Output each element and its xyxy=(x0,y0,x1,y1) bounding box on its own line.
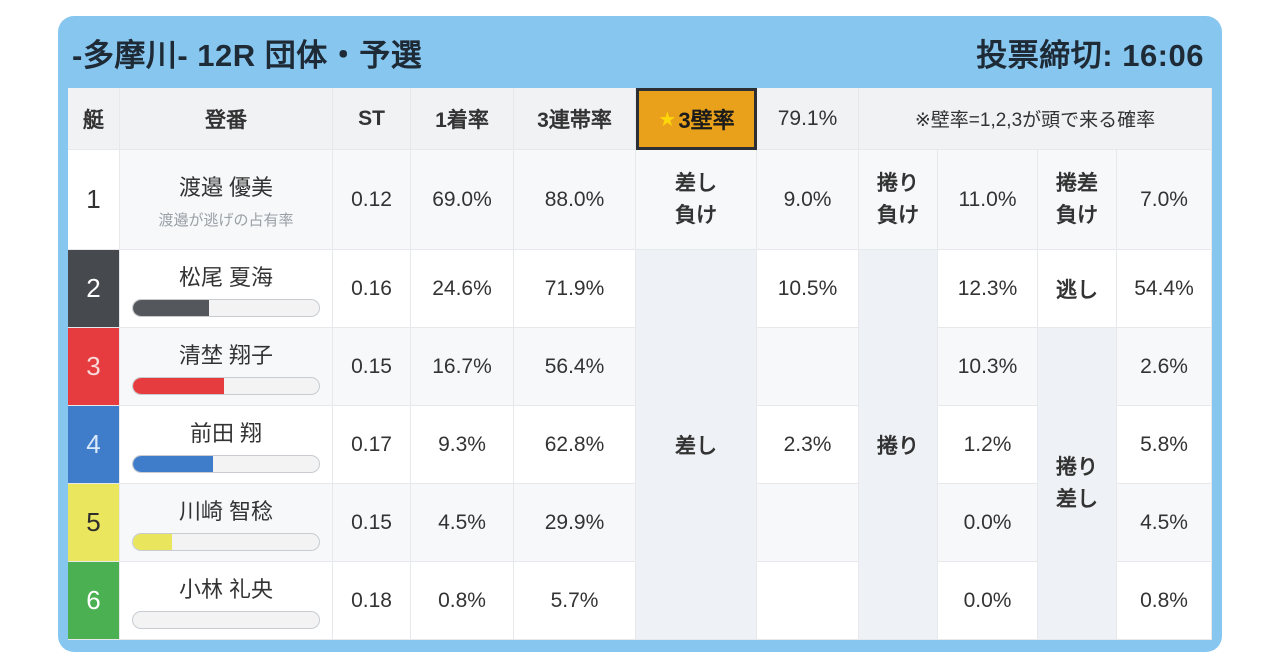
col-header-st: ST xyxy=(333,88,411,150)
racer-note: 渡邉が逃げの占有率 xyxy=(158,211,294,229)
sashi-value: 9.0% xyxy=(757,150,859,250)
top3-rate-value: 71.9% xyxy=(514,250,636,328)
racer-cell-3: 清埜 翔子 xyxy=(120,328,333,406)
boat-number-6: 6 xyxy=(68,562,120,640)
st-value: 0.15 xyxy=(333,328,411,406)
racer-cell-5: 川崎 智稔 xyxy=(120,484,333,562)
wall-rate-bar xyxy=(132,377,320,395)
sashi-group-label: 差し xyxy=(636,250,757,640)
first-rate-value: 4.5% xyxy=(411,484,514,562)
boat-number-4: 4 xyxy=(68,406,120,484)
racer-cell-1: 渡邉 優美 渡邉が逃げの占有率 xyxy=(120,150,333,250)
col-header-first-rate: 1着率 xyxy=(411,88,514,150)
top3-rate-value: 5.7% xyxy=(514,562,636,640)
wall-rate-bar xyxy=(132,533,320,551)
wall-rate-bar xyxy=(132,611,320,629)
boat-number-2: 2 xyxy=(68,250,120,328)
vote-deadline: 投票締切: 16:06 xyxy=(976,37,1204,73)
race-info-card: -多摩川- 12R 団体・予選 投票締切: 16:06 艇 登番 ST 1着率 … xyxy=(58,16,1222,652)
nigashi-label: 逃し xyxy=(1038,250,1117,328)
makusashi-value: 0.8% xyxy=(1117,562,1212,640)
makuri-value: 12.3% xyxy=(938,250,1038,328)
st-value: 0.16 xyxy=(333,250,411,328)
wall-rate-bar xyxy=(132,299,320,317)
racer-cell-2: 松尾 夏海 xyxy=(120,250,333,328)
st-value: 0.15 xyxy=(333,484,411,562)
first-rate-value: 0.8% xyxy=(411,562,514,640)
top3-rate-value: 62.8% xyxy=(514,406,636,484)
makuri-value: 1.2% xyxy=(938,406,1038,484)
makusashi-value: 4.5% xyxy=(1117,484,1212,562)
racer-name: 前田 翔 xyxy=(189,421,263,446)
top3-rate-value: 88.0% xyxy=(514,150,636,250)
race-table: 艇 登番 ST 1着率 3連帯率 ★ 3壁率 79.1% ※壁率=1,2,3が頭… xyxy=(68,88,1212,640)
makuri-group-label: 捲り xyxy=(859,250,938,640)
race-title: -多摩川- 12R 団体・予選 xyxy=(72,37,423,73)
makuri-value: 11.0% xyxy=(938,150,1038,250)
makurisashi-group-label: 捲り 差し xyxy=(1038,328,1117,640)
makusashi-lose-header: 捲差 負け xyxy=(1038,150,1117,250)
bar-fill xyxy=(133,300,210,316)
racer-name: 小林 礼央 xyxy=(178,577,274,602)
sashi-value xyxy=(757,484,859,562)
top3-rate-value: 29.9% xyxy=(514,484,636,562)
wall-rate-note: ※壁率=1,2,3が頭で来る確率 xyxy=(859,88,1212,150)
makusashi-value: 54.4% xyxy=(1117,250,1212,328)
top3-rate-value: 56.4% xyxy=(514,328,636,406)
bar-fill xyxy=(133,456,213,472)
makuri-value: 0.0% xyxy=(938,562,1038,640)
sashi-lose-header: 差し 負け xyxy=(636,150,757,250)
racer-cell-6: 小林 礼央 xyxy=(120,562,333,640)
first-rate-value: 16.7% xyxy=(411,328,514,406)
makusashi-value: 5.8% xyxy=(1117,406,1212,484)
makusashi-value: 7.0% xyxy=(1117,150,1212,250)
racer-name: 渡邉 優美 xyxy=(178,174,274,200)
bar-fill xyxy=(133,378,225,394)
wall-rate-header[interactable]: ★ 3壁率 xyxy=(636,88,757,150)
st-value: 0.17 xyxy=(333,406,411,484)
makuri-lose-header: 捲り 負け xyxy=(859,150,938,250)
sashi-value: 2.3% xyxy=(757,406,859,484)
boat-number-3: 3 xyxy=(68,328,120,406)
makuri-value: 0.0% xyxy=(938,484,1038,562)
title-bar: -多摩川- 12R 団体・予選 投票締切: 16:06 xyxy=(58,16,1222,88)
sashi-value xyxy=(757,328,859,406)
racer-name: 川崎 智稔 xyxy=(178,499,274,524)
st-value: 0.12 xyxy=(333,150,411,250)
bar-fill xyxy=(133,534,173,550)
col-header-boat: 艇 xyxy=(68,88,120,150)
racer-name: 松尾 夏海 xyxy=(178,265,274,290)
wall-rate-value: 79.1% xyxy=(757,88,859,150)
first-rate-value: 9.3% xyxy=(411,406,514,484)
st-value: 0.18 xyxy=(333,562,411,640)
boat-number-5: 5 xyxy=(68,484,120,562)
racer-cell-4: 前田 翔 xyxy=(120,406,333,484)
star-icon: ★ xyxy=(658,108,677,131)
sashi-value xyxy=(757,562,859,640)
col-header-top3-rate: 3連帯率 xyxy=(514,88,636,150)
boat-number-1: 1 xyxy=(68,150,120,250)
wall-rate-label: 3壁率 xyxy=(678,108,735,133)
makusashi-value: 2.6% xyxy=(1117,328,1212,406)
col-header-racer: 登番 xyxy=(120,88,333,150)
sashi-value: 10.5% xyxy=(757,250,859,328)
makuri-value: 10.3% xyxy=(938,328,1038,406)
racer-name: 清埜 翔子 xyxy=(178,343,274,368)
first-rate-value: 24.6% xyxy=(411,250,514,328)
wall-rate-bar xyxy=(132,455,320,473)
first-rate-value: 69.0% xyxy=(411,150,514,250)
